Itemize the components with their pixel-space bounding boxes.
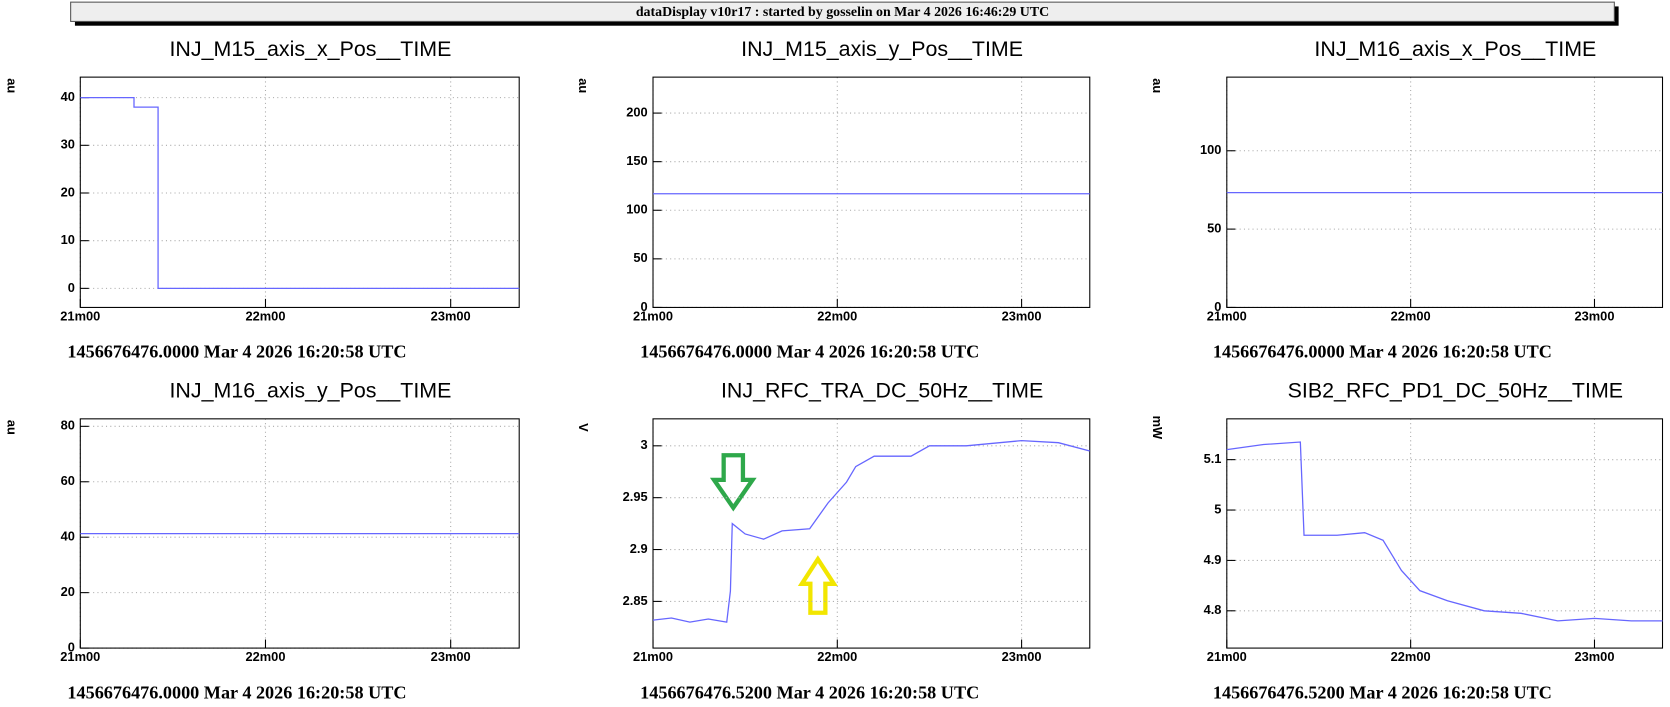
plot-frame [79, 76, 520, 308]
annotation-arrow-green [709, 453, 757, 512]
y-axis-label: au [576, 78, 591, 93]
y-tick-label: 150 [626, 153, 647, 168]
y-tick-label: 5.1 [1204, 451, 1222, 466]
y-tick-label: 0 [1214, 299, 1221, 314]
y-tick-label: 50 [633, 250, 647, 265]
y-tick-label: 30 [61, 137, 75, 152]
x-tick-label: 22m00 [817, 308, 857, 323]
x-tick-label: 21m00 [633, 649, 673, 664]
plot-frame [1226, 418, 1664, 649]
header-box [70, 1, 1615, 22]
y-tick-label: 50 [1207, 220, 1221, 235]
x-tick-label: 23m00 [431, 308, 471, 323]
x-tick-label: 22m00 [1391, 308, 1431, 323]
data-line [80, 96, 520, 290]
x-tick-label: 22m00 [245, 649, 285, 664]
y-axis-label: au [4, 78, 19, 93]
footer: 1456676476.0000 Mar 4 2026 16:20:58 UTC [640, 342, 979, 362]
chart-title: INJ_M16_axis_y_Pos__TIME [170, 379, 452, 403]
y-tick-label: 10 [61, 232, 75, 247]
plot-frame [652, 418, 1091, 649]
chart-title: INJ_M16_axis_x_Pos__TIME [1314, 37, 1596, 61]
y-tick-label: 2.85 [623, 593, 648, 608]
y-tick-label: 100 [626, 202, 647, 217]
header-title: dataDisplay v10r17 : started by gosselin… [636, 5, 1049, 20]
y-tick-label: 5 [1214, 501, 1221, 516]
x-tick-label: 23m00 [1002, 308, 1042, 323]
y-tick-label: 2.95 [623, 489, 648, 504]
chart-title: SIB2_RFC_PD1_DC_50Hz__TIME [1288, 379, 1623, 403]
y-tick-label: 40 [61, 529, 75, 544]
y-axis-label: V [576, 423, 591, 432]
annotation-arrow-yellow [797, 555, 838, 615]
y-axis-label: mW [1150, 416, 1165, 440]
y-tick-label: 80 [61, 418, 75, 433]
x-tick-label: 23m00 [431, 649, 471, 664]
x-tick-label: 22m00 [245, 308, 285, 323]
data-line [1226, 441, 1663, 622]
y-axis-label: au [1150, 78, 1165, 93]
chart-title: INJ_M15_axis_y_Pos__TIME [741, 37, 1023, 61]
y-tick-label: 100 [1200, 142, 1221, 157]
y-tick-label: 200 [626, 104, 647, 119]
x-tick-label: 22m00 [817, 649, 857, 664]
x-tick-label: 23m00 [1574, 649, 1614, 664]
x-tick-label: 21m00 [60, 649, 100, 664]
footer: 1456676476.0000 Mar 4 2026 16:20:58 UTC [67, 682, 406, 702]
y-tick-label: 0 [68, 280, 75, 295]
data-line [652, 439, 1090, 623]
plot-frame [652, 76, 1091, 308]
y-tick-label: 60 [61, 473, 75, 488]
y-tick-label: 0 [68, 639, 75, 654]
y-tick-label: 4.9 [1204, 552, 1222, 567]
chart-title: INJ_M15_axis_x_Pos__TIME [170, 37, 452, 61]
chart-title: INJ_RFC_TRA_DC_50Hz__TIME [721, 379, 1043, 403]
footer: 1456676476.5200 Mar 4 2026 16:20:58 UTC [1213, 682, 1552, 702]
y-axis-label: au [4, 420, 19, 435]
y-tick-label: 2.9 [630, 541, 648, 556]
footer: 1456676476.5200 Mar 4 2026 16:20:58 UTC [640, 682, 979, 702]
x-tick-label: 21m00 [633, 308, 673, 323]
x-tick-label: 21m00 [1207, 649, 1247, 664]
y-tick-label: 20 [61, 584, 75, 599]
y-tick-label: 3 [641, 437, 648, 452]
x-tick-label: 23m00 [1002, 649, 1042, 664]
y-tick-label: 4.8 [1204, 602, 1222, 617]
x-tick-label: 22m00 [1391, 649, 1431, 664]
y-tick-label: 40 [61, 89, 75, 104]
footer: 1456676476.0000 Mar 4 2026 16:20:58 UTC [67, 342, 406, 362]
y-tick-label: 0 [641, 299, 648, 314]
footer: 1456676476.0000 Mar 4 2026 16:20:58 UTC [1213, 342, 1552, 362]
y-tick-label: 20 [61, 184, 75, 199]
x-tick-label: 23m00 [1574, 308, 1614, 323]
x-tick-label: 21m00 [1207, 308, 1247, 323]
x-tick-label: 21m00 [60, 308, 100, 323]
